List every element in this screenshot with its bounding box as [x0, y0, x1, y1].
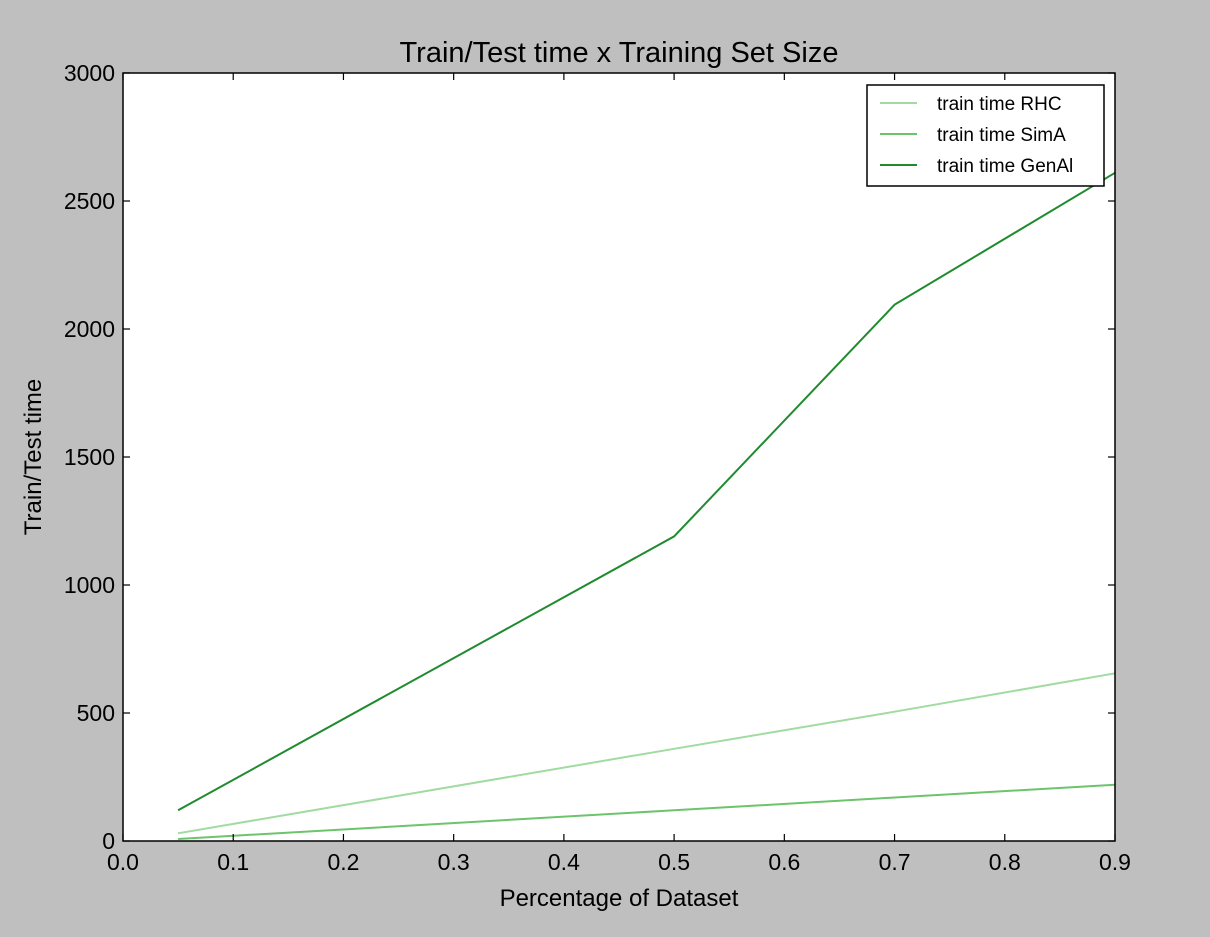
legend-box	[866, 84, 1105, 187]
x-tick-label-0: 0.0	[107, 849, 139, 875]
x-tick-label-8: 0.8	[989, 849, 1021, 875]
y-tick-label-6: 3000	[64, 60, 115, 86]
legend-label-3: train time GenAl	[937, 156, 1073, 177]
y-tick-label-4: 2000	[64, 316, 115, 342]
x-tick-label-6: 0.6	[768, 849, 800, 875]
tick-layer: 0.0 0.1 0.2 0.3 0.4 0.5 0.6 0.7 0.8 0.9 0 500 1000 15…	[64, 60, 1131, 875]
plot-area	[123, 73, 1115, 841]
x-tick-label-5: 0.5	[658, 849, 690, 875]
x-axis-label: Percentage of Dataset	[500, 885, 739, 912]
y-tick-label-0: 0	[102, 828, 115, 854]
y-tick-label-2: 1000	[64, 572, 115, 598]
legend-label-2: train time SimA	[937, 125, 1066, 146]
legend: train time RHC train time SimA train time …	[866, 84, 1105, 187]
x-tick-label-1: 0.1	[217, 849, 249, 875]
chart-title: Train/Test time x Training Set Size	[400, 37, 839, 69]
x-tick-label-2: 0.2	[327, 849, 359, 875]
legend-label-1: train time RHC	[937, 94, 1062, 115]
y-tick-label-1: 500	[77, 700, 115, 726]
y-tick-label-3: 1500	[64, 444, 115, 470]
series-line-3	[177, 171, 1116, 812]
x-tick-label-9: 0.9	[1099, 849, 1131, 875]
series-line-2	[178, 783, 1116, 840]
series-line-1	[177, 672, 1116, 835]
series-layer	[177, 171, 1116, 840]
x-tick-label-3: 0.3	[438, 849, 470, 875]
y-tick-label-5: 2500	[64, 188, 115, 214]
y-axis-label: Train/Test time	[20, 379, 47, 535]
x-tick-label-7: 0.7	[879, 849, 911, 875]
x-tick-label-4: 0.4	[548, 849, 580, 875]
